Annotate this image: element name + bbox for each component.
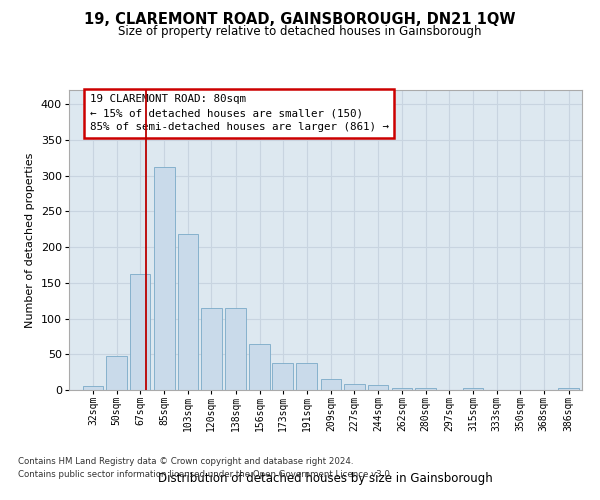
Bar [368,385,388,390]
Bar [296,363,317,390]
Text: 19 CLAREMONT ROAD: 80sqm
← 15% of detached houses are smaller (150)
85% of semi-: 19 CLAREMONT ROAD: 80sqm ← 15% of detach… [89,94,389,132]
Bar [415,388,436,390]
Bar [154,167,175,390]
Bar [201,308,221,390]
Y-axis label: Number of detached properties: Number of detached properties [25,152,35,328]
X-axis label: Distribution of detached houses by size in Gainsborough: Distribution of detached houses by size … [158,472,493,486]
Bar [106,356,127,390]
Text: 19, CLAREMONT ROAD, GAINSBOROUGH, DN21 1QW: 19, CLAREMONT ROAD, GAINSBOROUGH, DN21 1… [84,12,516,28]
Text: Contains HM Land Registry data © Crown copyright and database right 2024.: Contains HM Land Registry data © Crown c… [18,458,353,466]
Text: Contains public sector information licensed under the Open Government Licence v3: Contains public sector information licen… [18,470,392,479]
Bar [83,386,103,390]
Bar [320,380,341,390]
Bar [272,363,293,390]
Bar [344,384,365,390]
Bar [226,308,246,390]
Bar [463,388,484,390]
Text: Size of property relative to detached houses in Gainsborough: Size of property relative to detached ho… [118,25,482,38]
Bar [178,234,198,390]
Bar [392,388,412,390]
Bar [250,344,270,390]
Bar [559,388,579,390]
Bar [130,274,151,390]
